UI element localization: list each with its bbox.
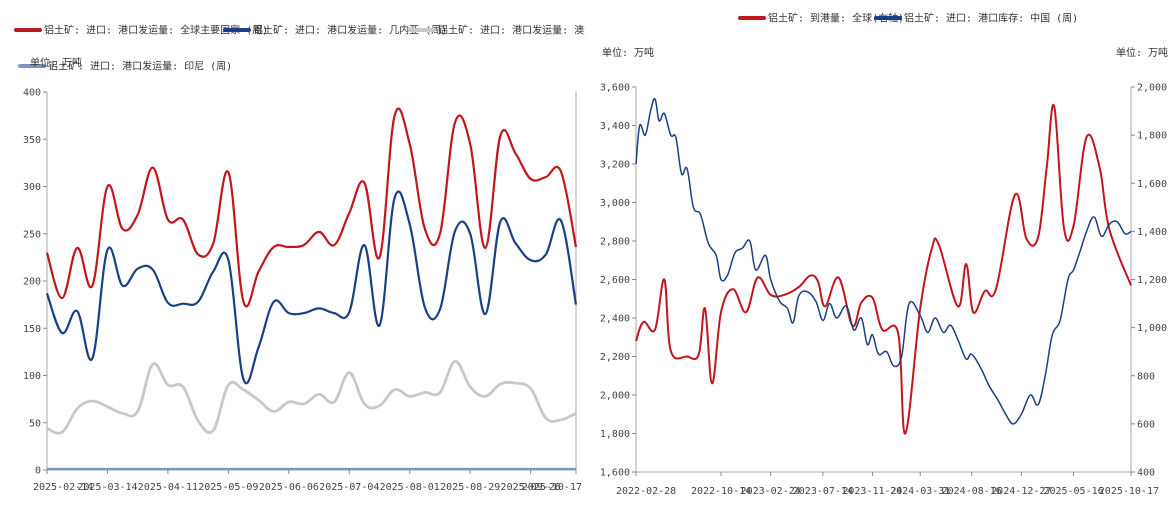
legend-label-2: 铝土矿: 进口: 港口发运量: 澳大利亚 (周) bbox=[438, 24, 585, 37]
right-left-y-tick-label: 3,200 bbox=[600, 160, 630, 171]
right-right-y-tick-label: 1,200 bbox=[1137, 275, 1167, 286]
right-left-y-tick-label: 2,800 bbox=[600, 237, 630, 248]
left-series-line-1 bbox=[45, 190, 578, 385]
right-x-tick-label: 2024-08-16 bbox=[942, 486, 1002, 497]
right-x-tick-label: 2023-11-24 bbox=[842, 486, 902, 497]
left-y-tick-label: 100 bbox=[23, 371, 41, 382]
right-left-y-tick-label: 2,200 bbox=[600, 352, 630, 363]
right-series bbox=[635, 98, 1132, 435]
left-y-tick-label: 150 bbox=[23, 324, 41, 335]
right-left-y-tick-label: 2,400 bbox=[600, 314, 630, 325]
right-x-tick-label: 2023-02-24 bbox=[741, 486, 801, 497]
legend-label-0: 铝土矿: 进口: 港口发运量: 全球主要国家 (周) bbox=[44, 24, 268, 37]
right-right-y-tick-label: 1,800 bbox=[1137, 131, 1167, 142]
right-chart: 铝土矿: 到港量: 全球(右轴) 铝土矿: 进口: 港口库存: 中国 (周) 单位… bbox=[600, 12, 1168, 498]
right-chart-panel: 铝土矿: 到港量: 全球(右轴) 铝土矿: 进口: 港口库存: 中国 (周) 单位… bbox=[592, 0, 1171, 506]
legend-label-1: 铝土矿: 进口: 港口发运量: 几内亚 (周) bbox=[253, 24, 447, 37]
right-x-tick-label: 2023-07-14 bbox=[793, 486, 853, 497]
left-x-tick-label: 2025-04-11 bbox=[138, 482, 198, 493]
left-x-tick-label: 2025-07-04 bbox=[319, 482, 379, 493]
left-unit-label: 单位: 万吨 bbox=[30, 56, 82, 69]
right-right-y-tick-label: 800 bbox=[1137, 371, 1155, 382]
right-unit-label-left: 单位: 万吨 bbox=[602, 46, 654, 59]
legend-label-3: 铝土矿: 进口: 港口发运量: 印尼 (周) bbox=[48, 60, 232, 73]
right-x-tick-label: 2024-03-31 bbox=[890, 486, 950, 497]
left-y-tick-label: 400 bbox=[23, 88, 41, 99]
right-left-y-tick-label: 3,600 bbox=[600, 83, 630, 94]
right-left-y-tick-label: 1,800 bbox=[600, 429, 630, 440]
right-left-y-tick-label: 1,600 bbox=[600, 468, 630, 479]
left-x-tick-label: 2025-08-01 bbox=[380, 482, 440, 493]
right-series-line-1 bbox=[635, 98, 1132, 425]
right-right-y-tick-label: 2,000 bbox=[1137, 83, 1167, 94]
right-axes: 1,600 1,800 2,000 2,200 2,400 2,600 2,800 3,000… bbox=[600, 83, 1167, 498]
right-right-y-tick-label: 600 bbox=[1137, 419, 1155, 430]
right-right-y-tick-label: 1,000 bbox=[1137, 323, 1167, 334]
left-x-tick-label: 2025-10-17 bbox=[522, 482, 582, 493]
right-series-line-0 bbox=[635, 103, 1132, 435]
left-legend: 铝土矿: 进口: 港口发运量: 全球主要国家 (周)铝土矿: 进口: 港口发运量… bbox=[14, 24, 642, 73]
left-chart-panel: 铝土矿: 进口: 港口发运量: 全球主要国家 (周) 铝土矿: 进口: 港口发运量… bbox=[0, 0, 642, 506]
right-right-y-tick-label: 1,600 bbox=[1137, 179, 1167, 190]
right-legend: 铝土矿: 到港量: 全球(右轴) 铝土矿: 进口: 港口库存: 中国 (周) bbox=[738, 12, 1078, 25]
left-y-tick-label: 0 bbox=[35, 466, 41, 477]
left-x-tick-label: 2025-03-14 bbox=[77, 482, 137, 493]
left-series bbox=[45, 107, 578, 471]
left-series-line-2 bbox=[46, 359, 577, 435]
right-x-tick-label: 2025-05-16 bbox=[1043, 486, 1103, 497]
left-x-tick-label: 2025-05-09 bbox=[198, 482, 258, 493]
left-x-tick-label: 2025-09-26 bbox=[501, 482, 561, 493]
right-unit-label-right: 单位: 万吨 bbox=[1116, 46, 1168, 59]
left-y-tick-label: 50 bbox=[29, 418, 41, 429]
legend-label-0: 铝土矿: 到港量: 全球(右轴) bbox=[768, 12, 904, 25]
left-x-tick-label: 2025-06-06 bbox=[259, 482, 319, 493]
left-y-tick-label: 250 bbox=[23, 229, 41, 240]
right-x-tick-label: 2022-10-14 bbox=[691, 486, 751, 497]
legend-label-1: 铝土矿: 进口: 港口库存: 中国 (周) bbox=[904, 12, 1078, 25]
left-y-tick-label: 200 bbox=[23, 277, 41, 288]
left-y-tick-label: 350 bbox=[23, 135, 41, 146]
right-left-y-tick-label: 2,000 bbox=[600, 391, 630, 402]
left-y-tick-label: 300 bbox=[23, 182, 41, 193]
right-x-tick-label: 2024-12-27 bbox=[991, 486, 1051, 497]
right-left-y-tick-label: 2,600 bbox=[600, 275, 630, 286]
right-right-y-tick-label: 400 bbox=[1137, 468, 1155, 479]
left-series-line-0 bbox=[45, 107, 578, 308]
right-x-tick-label: 2025-10-17 bbox=[1099, 486, 1159, 497]
left-x-tick-label: 2025-08-29 bbox=[440, 482, 500, 493]
right-left-y-tick-label: 3,000 bbox=[600, 198, 630, 209]
right-x-tick-label: 2022-02-28 bbox=[616, 486, 676, 497]
right-left-y-tick-label: 3,400 bbox=[600, 121, 630, 132]
left-x-tick-label: 2025-02-14 bbox=[33, 482, 93, 493]
left-chart: 铝土矿: 进口: 港口发运量: 全球主要国家 (周)铝土矿: 进口: 港口发运量… bbox=[14, 24, 642, 493]
right-right-y-tick-label: 1,400 bbox=[1137, 227, 1167, 238]
